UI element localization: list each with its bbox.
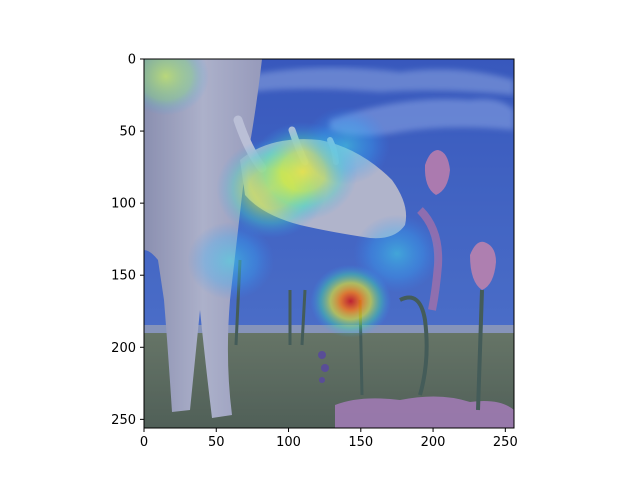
heatmap-hotspot bbox=[187, 221, 275, 300]
y-tick-label: 200 bbox=[111, 341, 136, 356]
y-tick-label: 50 bbox=[119, 125, 136, 140]
y-axis: 0 50 100 150 200 250 bbox=[111, 53, 144, 428]
heatmap-hotspot bbox=[353, 214, 441, 293]
y-tick-label: 0 bbox=[128, 53, 136, 68]
x-tick-label: 200 bbox=[421, 435, 446, 450]
heatmap-hotspot bbox=[302, 106, 390, 185]
plot-area bbox=[144, 59, 514, 428]
x-axis: 0 50 100 150 200 250 bbox=[140, 428, 518, 450]
heatmap-hotspot bbox=[144, 59, 210, 116]
y-tick-label: 150 bbox=[111, 269, 136, 284]
x-tick-label: 0 bbox=[140, 435, 148, 450]
axes-frame bbox=[143, 58, 515, 429]
x-tick-label: 50 bbox=[208, 435, 225, 450]
x-tick-label: 150 bbox=[348, 435, 373, 450]
x-tick-label: 250 bbox=[493, 435, 518, 450]
x-tick-label: 100 bbox=[276, 435, 301, 450]
heatmap-overlay bbox=[144, 59, 514, 428]
y-tick-label: 100 bbox=[111, 197, 136, 212]
y-tick-label: 250 bbox=[111, 413, 136, 428]
